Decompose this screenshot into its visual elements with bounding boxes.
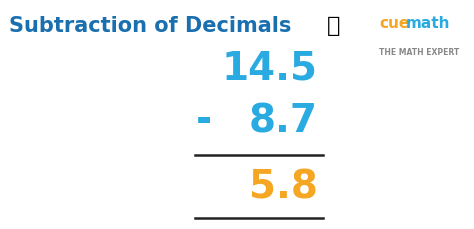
Text: -: - [195, 102, 211, 140]
Text: 8.7: 8.7 [249, 102, 318, 140]
Text: math: math [406, 16, 450, 31]
Text: 14.5: 14.5 [222, 50, 318, 88]
Text: Subtraction of Decimals: Subtraction of Decimals [9, 16, 292, 36]
Text: 🚀: 🚀 [327, 16, 340, 36]
Text: 5.8: 5.8 [249, 169, 318, 207]
Text: THE MATH EXPERT: THE MATH EXPERT [379, 48, 460, 57]
Text: cue: cue [379, 16, 410, 31]
